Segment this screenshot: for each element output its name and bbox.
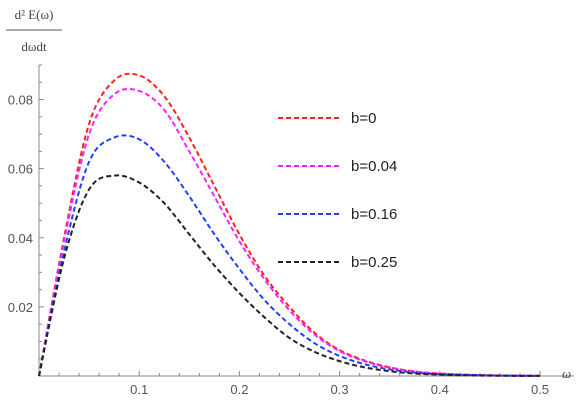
- x-tick-label: 0.5: [531, 382, 549, 397]
- y-tick-label: 0.08: [8, 93, 33, 108]
- series-line-3: [38, 134, 541, 377]
- axes: [38, 65, 574, 377]
- series-line-1: [38, 72, 541, 377]
- y-tick-label: 0.04: [8, 231, 33, 246]
- legend: b=0 b=0.04 b=0.16 b=0.25: [278, 110, 397, 271]
- x-tick-label: 0.3: [331, 382, 349, 397]
- x-axis-label: ω: [562, 366, 571, 381]
- legend-label-2: b=0.04: [351, 158, 397, 175]
- x-tick-label: 0.4: [431, 382, 449, 397]
- legend-label-1: b=0: [351, 110, 376, 127]
- x-tick-label: 0.1: [130, 382, 148, 397]
- ticks: 0.1 0.2 0.3 0.4 0.5 0.02 0.04 0.06 0.08: [8, 64, 549, 397]
- legend-label-3: b=0.16: [351, 206, 397, 223]
- series-lines: [38, 72, 541, 377]
- series-line-2: [38, 87, 541, 377]
- legend-label-4: b=0.25: [351, 254, 397, 271]
- series-line-4: [38, 174, 541, 377]
- y-axis-label-numerator: d² E(ω): [15, 7, 54, 22]
- y-axis-label-denominator: dωdt: [21, 39, 47, 54]
- y-tick-label: 0.02: [8, 300, 33, 315]
- x-tick-label: 0.2: [230, 382, 248, 397]
- y-tick-label: 0.06: [8, 162, 33, 177]
